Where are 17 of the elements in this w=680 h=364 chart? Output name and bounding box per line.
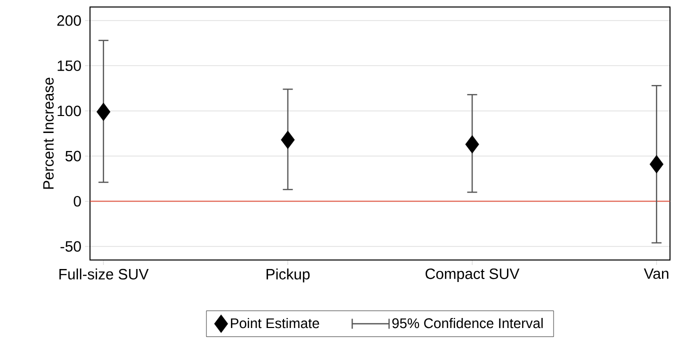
y-tick-label: 100	[58, 106, 81, 116]
x-tick-label: Pickup	[266, 268, 310, 282]
point	[280, 130, 295, 149]
y-tick-label: 200	[57, 15, 81, 26]
y-tick-label: 150	[58, 60, 81, 72]
x-tick-label: Van	[644, 268, 668, 279]
x-tick-label: Compact SUV	[426, 268, 520, 282]
y-tick-label: 50	[65, 150, 81, 162]
point	[96, 102, 110, 121]
y-tick-label: 0	[74, 196, 81, 207]
point	[465, 135, 480, 154]
y-axis-title: Percent Increase	[43, 78, 54, 189]
text: 95% Confidence Interval	[392, 318, 543, 328]
y-tick-label: -50	[60, 241, 81, 252]
legend-label: Point Estimate	[230, 318, 320, 328]
x-tick-label: Full-size SUV	[59, 268, 149, 280]
point	[650, 155, 664, 174]
